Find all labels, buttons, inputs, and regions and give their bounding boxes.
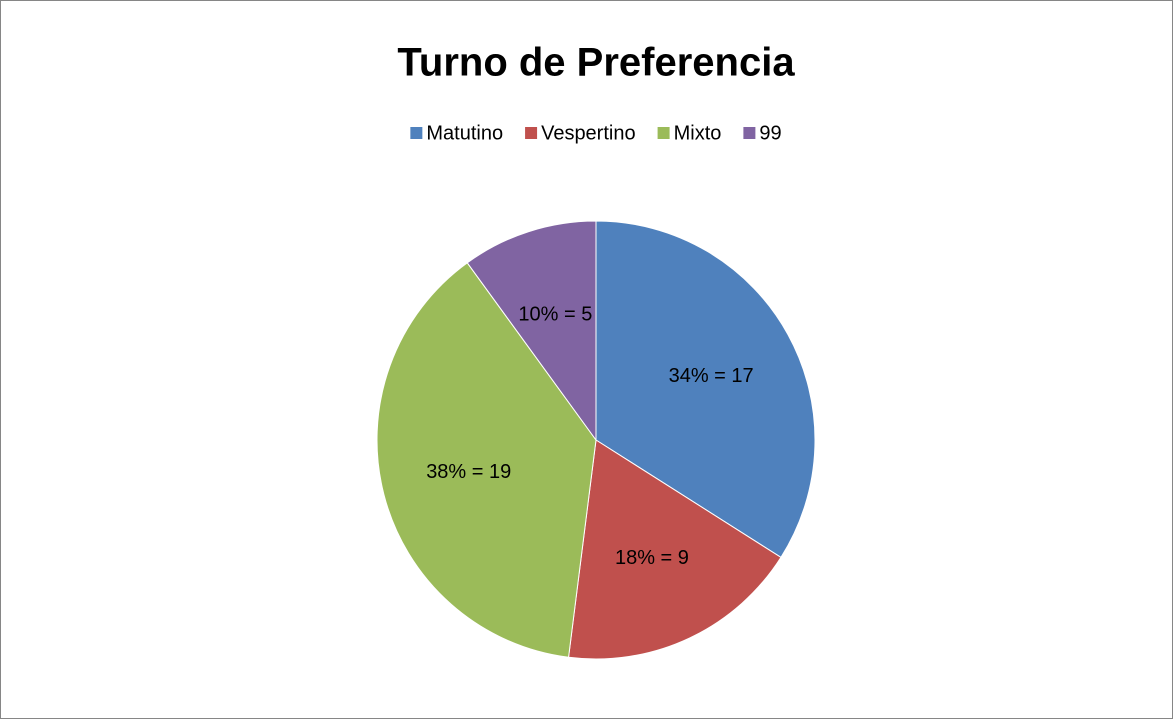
pie-slice bbox=[466, 220, 597, 442]
legend-label: Mixto bbox=[674, 122, 722, 144]
legend-swatch bbox=[525, 127, 538, 139]
legend-swatch bbox=[410, 127, 423, 139]
legend-label: Vespertino bbox=[541, 122, 636, 144]
pie-slice bbox=[567, 439, 782, 660]
legend-label: 99 bbox=[759, 122, 781, 144]
legend-swatch bbox=[743, 127, 756, 139]
data-label: 10% = 5 bbox=[518, 303, 592, 325]
chart-title: Turno de Preferencia bbox=[397, 41, 795, 85]
pie-slice bbox=[376, 262, 597, 658]
pie-slice bbox=[595, 220, 816, 559]
legend-swatch bbox=[657, 127, 670, 139]
legend-label: Matutino bbox=[426, 122, 503, 144]
data-label: 18% = 9 bbox=[615, 547, 689, 569]
data-label: 34% = 17 bbox=[669, 365, 754, 387]
data-label: 38% = 19 bbox=[426, 461, 511, 483]
